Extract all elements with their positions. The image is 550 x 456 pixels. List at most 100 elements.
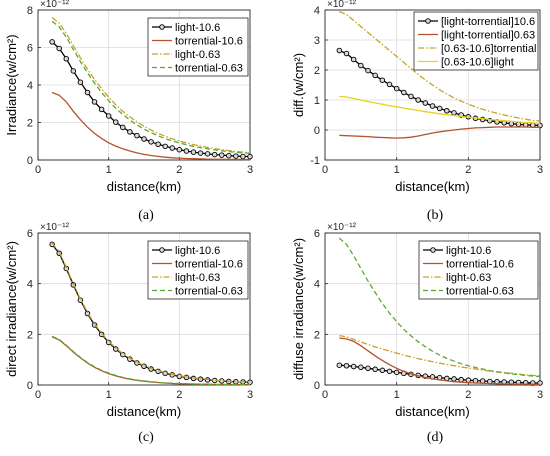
- legend-entry-1: torrential-10.6: [175, 259, 243, 271]
- x-axis-label: distance(km): [395, 404, 469, 419]
- caption-c: (c): [138, 430, 154, 445]
- caption-d: (d): [426, 430, 444, 445]
- data-point: [336, 47, 343, 54]
- x-tick-label: 2: [176, 164, 182, 176]
- data-point: [343, 50, 350, 57]
- series-line-3: [339, 95, 541, 125]
- data-point: [247, 153, 253, 160]
- y-tick-label: 2: [27, 118, 33, 130]
- legend-entry-1: [light-torrential]0.63: [441, 30, 535, 42]
- data-point: [372, 72, 378, 79]
- data-point: [176, 146, 183, 153]
- legend-box: [147, 17, 249, 77]
- data-point: [358, 364, 364, 371]
- series-line-1: [339, 126, 540, 139]
- x-tick-label: 2: [465, 389, 471, 401]
- data-point: [350, 56, 357, 63]
- y-tick-label: 6: [27, 228, 33, 240]
- data-point: [393, 85, 400, 92]
- y-axis-label: diff.(w/cm²): [291, 53, 306, 117]
- data-point: [148, 139, 154, 145]
- data-point: [408, 93, 414, 100]
- data-point: [422, 100, 429, 106]
- y-tick-label: 0: [27, 380, 33, 392]
- legend: [light-torrential]10.6 [light-torrential]…: [413, 11, 539, 71]
- legend-entry-0: light-10.6: [175, 245, 220, 257]
- exponent-label: ×10⁻¹²: [327, 0, 357, 10]
- legend-entry-0: [light-torrential]10.6: [441, 16, 535, 28]
- data-point: [112, 119, 119, 125]
- data-point: [350, 363, 357, 370]
- y-tick-label: -1: [310, 155, 320, 167]
- data-point: [218, 152, 225, 158]
- plot-frame: [37, 232, 251, 386]
- legend-marker: [425, 18, 431, 24]
- x-tick-label: 1: [394, 164, 400, 176]
- data-point: [465, 377, 472, 383]
- data-point: [458, 376, 464, 383]
- x-tick-label: 1: [106, 389, 112, 401]
- data-point: [386, 81, 393, 88]
- legend-entry-3: [0.63-10.6]light: [441, 57, 514, 69]
- legend-entry-1: torrential-10.6: [446, 259, 514, 271]
- x-tick-label: 3: [247, 164, 253, 176]
- x-tick-label: 0: [35, 389, 41, 401]
- y-axis-label: diffuse irradiance(w/cm²): [291, 238, 306, 380]
- y-tick-label: 0: [27, 155, 33, 167]
- x-tick-label: 3: [247, 389, 253, 401]
- series-line-2: [51, 16, 251, 154]
- data-point: [401, 89, 407, 96]
- data-point: [211, 151, 218, 158]
- y-tick-label: 6: [27, 43, 33, 55]
- series-line-1: [51, 336, 250, 386]
- data-point: [91, 99, 98, 105]
- x-tick-label: 2: [465, 164, 471, 176]
- y-tick-label: 1: [314, 95, 320, 107]
- y-tick-label: 0: [314, 125, 320, 137]
- x-tick-label: 0: [35, 164, 41, 176]
- caption-a: (a): [138, 208, 154, 223]
- data-point: [77, 79, 84, 85]
- x-tick-label: 1: [106, 164, 112, 176]
- y-axis-label: Irradiance(w/cm²): [4, 34, 19, 135]
- data-point: [56, 45, 62, 52]
- data-point: [515, 121, 522, 128]
- series-line-2: [51, 242, 251, 383]
- data-point: [365, 365, 371, 372]
- legend-entry-0: light-10.6: [175, 22, 220, 34]
- data-point: [134, 132, 140, 139]
- y-tick-label: 4: [27, 279, 33, 291]
- data-point: [226, 152, 232, 159]
- data-point: [429, 103, 436, 109]
- y-tick-label: 4: [314, 279, 320, 291]
- data-point: [379, 77, 386, 83]
- data-point: [197, 150, 204, 156]
- y-tick-label: 2: [314, 329, 320, 341]
- legend-entry-3: torrential-0.63: [446, 286, 514, 298]
- data-point: [141, 136, 147, 142]
- x-tick-label: 3: [537, 164, 543, 176]
- data-point: [105, 113, 112, 119]
- x-axis-label: distance(km): [107, 404, 181, 419]
- data-point: [127, 129, 133, 135]
- data-point: [436, 105, 443, 112]
- legend-marker: [159, 24, 165, 30]
- series-line-1: [51, 91, 251, 161]
- chart-panel-1: 0 1 2 3-101234×10⁻¹²distance(km)diff.(w/cm²…: [291, 0, 543, 194]
- x-tick-label: 1: [394, 389, 400, 401]
- data-point: [190, 149, 197, 155]
- exponent-label: ×10⁻¹²: [40, 222, 70, 233]
- chart-panel-0: 0 1 2 3 0 2 4 6 8 ×10⁻¹² distance(km) Irradiance(w/…: [4, 0, 253, 194]
- y-tick-label: 2: [27, 329, 33, 341]
- data-point: [183, 148, 190, 154]
- series-line-1: [339, 337, 541, 386]
- data-point: [358, 62, 364, 69]
- data-point: [386, 368, 393, 375]
- y-tick-label: 4: [27, 80, 33, 92]
- y-tick-label: 2: [314, 65, 320, 77]
- x-axis-label: distance(km): [107, 179, 181, 194]
- series-line-3: [51, 20, 251, 155]
- data-point: [240, 153, 246, 160]
